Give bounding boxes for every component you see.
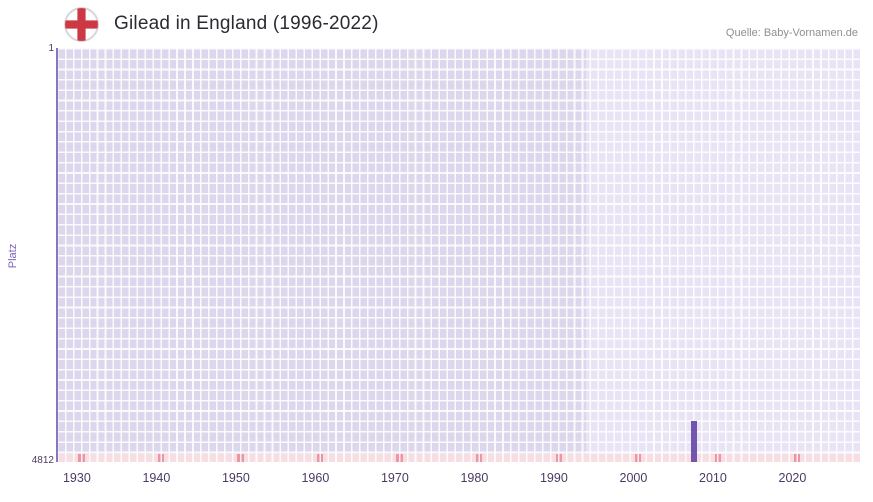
x-tick-label: 2020 bbox=[778, 471, 807, 485]
y-axis-spine bbox=[56, 48, 58, 462]
plot-area bbox=[56, 48, 860, 462]
x-tick-label: 1970 bbox=[380, 471, 409, 485]
x-tick-label: 2000 bbox=[619, 471, 648, 485]
grid-overlay bbox=[57, 48, 860, 462]
chart-title: Gilead in England (1996-2022) bbox=[114, 13, 379, 34]
x-tick-label: 1940 bbox=[142, 471, 171, 485]
x-tick-label: 1990 bbox=[539, 471, 568, 485]
x-tick-label: 1960 bbox=[301, 471, 330, 485]
x-tick-label: 1980 bbox=[460, 471, 489, 485]
y-axis-label: Platz bbox=[7, 243, 19, 269]
y-tick-top: 1 bbox=[48, 43, 54, 54]
x-tick-label: 1950 bbox=[221, 471, 250, 485]
england-flag-icon bbox=[63, 6, 100, 43]
source-credit: Quelle: Baby-Vornamen.de bbox=[725, 27, 858, 39]
y-tick-bottom: 4812 bbox=[31, 455, 54, 466]
x-axis-ticks: 1930 1940 1950 1960 1970 1980 1990 2000 2010 2020 bbox=[57, 471, 860, 491]
x-tick-label: 1930 bbox=[62, 471, 91, 485]
rank-bar bbox=[690, 420, 697, 462]
x-tick-label: 2010 bbox=[699, 471, 727, 485]
